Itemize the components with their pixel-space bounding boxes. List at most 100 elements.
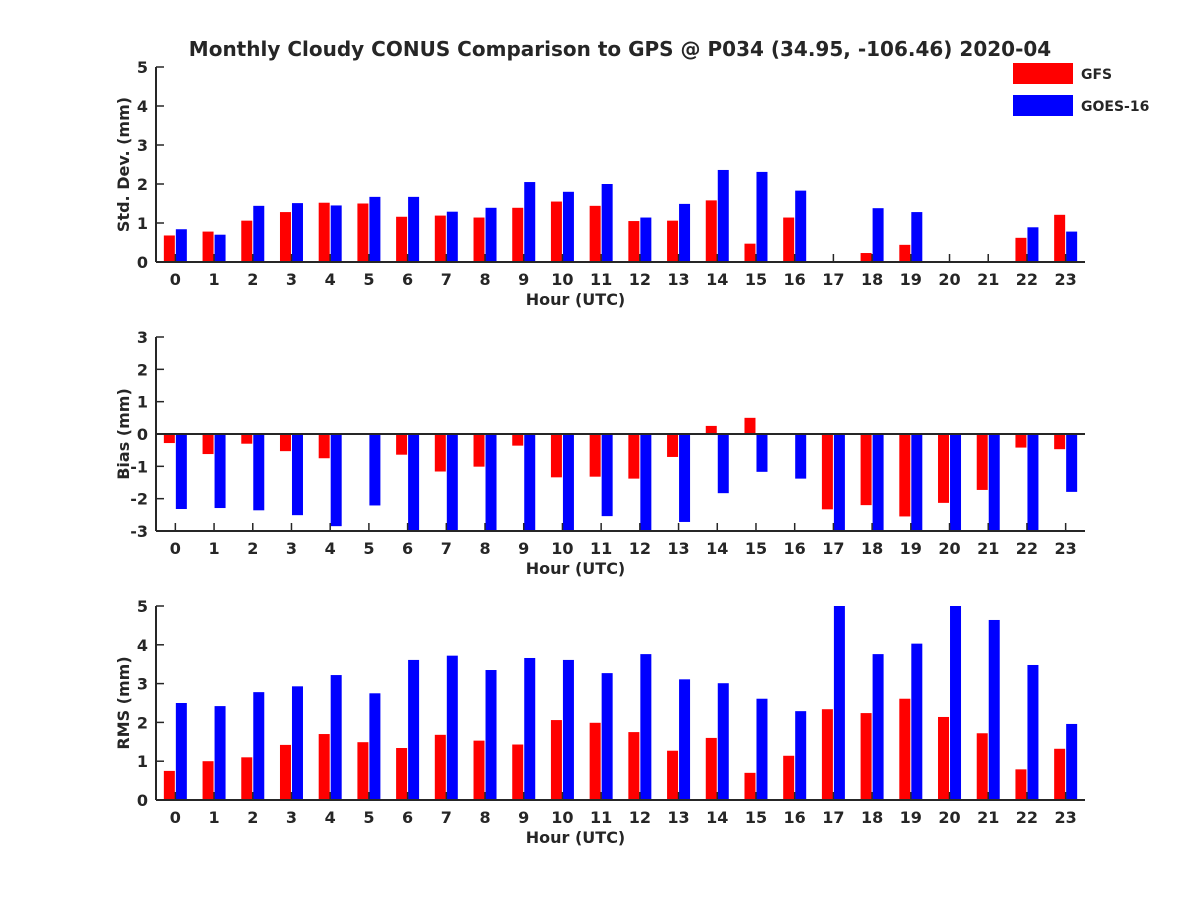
bias-bar-goes16-12 bbox=[640, 434, 652, 531]
bias-xtick-label: 22 bbox=[1016, 539, 1038, 558]
rms-bar-gfs-12 bbox=[628, 732, 640, 800]
std-dev-xtick-label: 1 bbox=[208, 270, 219, 289]
bias-bar-gfs-1 bbox=[202, 434, 214, 455]
bias-xtick-label: 0 bbox=[170, 539, 181, 558]
bias-xtick-label: 7 bbox=[441, 539, 452, 558]
rms-bar-gfs-8 bbox=[473, 740, 485, 800]
bias-xtick-label: 9 bbox=[518, 539, 529, 558]
std-dev-y-axis-label: Std. Dev. (mm) bbox=[114, 97, 133, 232]
std-dev-bar-goes16-19 bbox=[911, 212, 923, 262]
bias-xtick-label: 12 bbox=[629, 539, 651, 558]
bias-xtick-label: 11 bbox=[590, 539, 612, 558]
bias-bar-gfs-13 bbox=[667, 434, 679, 457]
std-dev-bar-goes16-7 bbox=[446, 211, 458, 262]
std-dev-bar-goes16-8 bbox=[485, 207, 497, 262]
std-dev-bar-goes16-10 bbox=[562, 191, 574, 262]
rms-bar-gfs-2 bbox=[241, 757, 253, 800]
bias-ytick-label: 2 bbox=[137, 360, 148, 379]
rms-bar-gfs-11 bbox=[589, 722, 601, 800]
std-dev-xtick-label: 13 bbox=[667, 270, 689, 289]
rms-bar-goes16-16 bbox=[795, 711, 807, 800]
bias-y-axis-label: Bias (mm) bbox=[114, 388, 133, 480]
std-dev-xtick-label: 15 bbox=[745, 270, 767, 289]
bias-xtick-label: 6 bbox=[402, 539, 413, 558]
rms-bar-gfs-14 bbox=[705, 737, 717, 800]
bias-bar-goes16-14 bbox=[717, 434, 729, 494]
legend-swatch-gfs bbox=[1013, 63, 1073, 84]
std-dev-bar-goes16-15 bbox=[756, 171, 768, 262]
rms-xtick-label: 6 bbox=[402, 808, 413, 827]
std-dev-bar-gfs-10 bbox=[550, 201, 562, 262]
rms-bar-gfs-7 bbox=[434, 734, 446, 800]
rms-bar-goes16-11 bbox=[601, 673, 613, 800]
bias-bar-goes16-23 bbox=[1066, 434, 1078, 492]
std-dev-bar-gfs-19 bbox=[899, 244, 911, 262]
std-dev-bar-gfs-2 bbox=[241, 220, 253, 262]
std-dev-xtick-label: 20 bbox=[938, 270, 960, 289]
bias-bar-goes16-7 bbox=[446, 434, 458, 531]
std-dev-ytick-label: 1 bbox=[137, 214, 148, 233]
std-dev-ytick-label: 0 bbox=[137, 253, 148, 272]
bias-bar-gfs-22 bbox=[1015, 434, 1027, 448]
rms-bar-goes16-3 bbox=[291, 686, 303, 800]
rms-xtick-label: 9 bbox=[518, 808, 529, 827]
std-dev-xtick-label: 17 bbox=[822, 270, 844, 289]
std-dev-xtick-label: 8 bbox=[479, 270, 490, 289]
rms-xtick-label: 23 bbox=[1055, 808, 1077, 827]
bias-bar-gfs-4 bbox=[318, 434, 330, 459]
std-dev-xtick-label: 12 bbox=[629, 270, 651, 289]
std-dev-bar-goes16-6 bbox=[408, 196, 420, 262]
bias-bar-goes16-17 bbox=[833, 434, 845, 531]
std-dev-bar-gfs-3 bbox=[279, 212, 291, 262]
std-dev-bar-goes16-1 bbox=[214, 234, 226, 262]
bias-bar-goes16-22 bbox=[1027, 434, 1039, 531]
bias-bar-gfs-21 bbox=[976, 434, 988, 490]
std-dev-xtick-label: 19 bbox=[900, 270, 922, 289]
rms-ytick-label: 1 bbox=[137, 752, 148, 771]
bias-bar-gfs-11 bbox=[589, 434, 601, 477]
bias-bar-goes16-1 bbox=[214, 434, 226, 509]
std-dev-bar-gfs-0 bbox=[163, 235, 175, 262]
rms-bar-goes16-12 bbox=[640, 654, 652, 800]
rms-bar-goes16-22 bbox=[1027, 664, 1039, 800]
bias-bar-goes16-6 bbox=[408, 434, 420, 531]
bias-ytick-label: -3 bbox=[130, 522, 148, 541]
rms-bar-gfs-20 bbox=[938, 716, 950, 800]
rms-bar-goes16-21 bbox=[988, 619, 1000, 800]
bias-bar-goes16-15 bbox=[756, 434, 768, 472]
std-dev-bar-goes16-14 bbox=[717, 169, 729, 262]
std-dev-xtick-label: 7 bbox=[441, 270, 452, 289]
bias-ytick-label: -2 bbox=[130, 490, 148, 509]
std-dev-bar-gfs-5 bbox=[357, 203, 369, 262]
rms-bar-gfs-0 bbox=[163, 770, 175, 800]
bias-bar-gfs-8 bbox=[473, 434, 485, 467]
rms-xtick-label: 1 bbox=[208, 808, 219, 827]
bias-bar-goes16-16 bbox=[795, 434, 807, 479]
std-dev-bar-gfs-16 bbox=[783, 217, 795, 262]
bias-bar-goes16-18 bbox=[872, 434, 884, 531]
chart-title: Monthly Cloudy CONUS Comparison to GPS @… bbox=[189, 37, 1051, 61]
bias-bar-goes16-5 bbox=[369, 434, 381, 506]
bias-xtick-label: 19 bbox=[900, 539, 922, 558]
std-dev-bar-gfs-22 bbox=[1015, 237, 1027, 262]
bias-xtick-label: 13 bbox=[667, 539, 689, 558]
bias-bar-goes16-8 bbox=[485, 434, 497, 531]
bias-x-axis-label: Hour (UTC) bbox=[526, 559, 626, 578]
bias-bar-goes16-0 bbox=[175, 434, 187, 510]
rms-xtick-label: 10 bbox=[551, 808, 573, 827]
std-dev-bar-goes16-2 bbox=[253, 205, 265, 262]
bias-bar-gfs-6 bbox=[396, 434, 408, 455]
rms-bar-gfs-1 bbox=[202, 761, 214, 800]
rms-xtick-label: 7 bbox=[441, 808, 452, 827]
std-dev-x-axis-label: Hour (UTC) bbox=[526, 290, 626, 309]
std-dev-xtick-label: 9 bbox=[518, 270, 529, 289]
bias-ytick-label: 1 bbox=[137, 393, 148, 412]
rms-bar-gfs-16 bbox=[783, 755, 795, 800]
bias-ytick-label: 3 bbox=[137, 328, 148, 347]
std-dev-bar-goes16-9 bbox=[524, 182, 536, 262]
bias-bar-gfs-20 bbox=[938, 434, 950, 503]
rms-y-axis-label: RMS (mm) bbox=[114, 656, 133, 749]
bias-bar-goes16-10 bbox=[562, 434, 574, 531]
rms-xtick-label: 18 bbox=[861, 808, 883, 827]
